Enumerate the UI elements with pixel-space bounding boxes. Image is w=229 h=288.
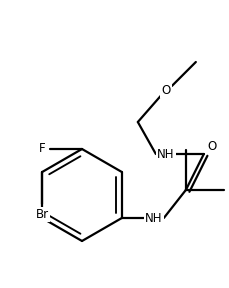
Text: O: O <box>161 84 170 96</box>
Text: NH: NH <box>144 211 162 225</box>
Text: Br: Br <box>35 208 49 221</box>
Text: NH: NH <box>156 147 174 160</box>
Text: O: O <box>206 139 215 153</box>
Text: F: F <box>39 143 46 156</box>
